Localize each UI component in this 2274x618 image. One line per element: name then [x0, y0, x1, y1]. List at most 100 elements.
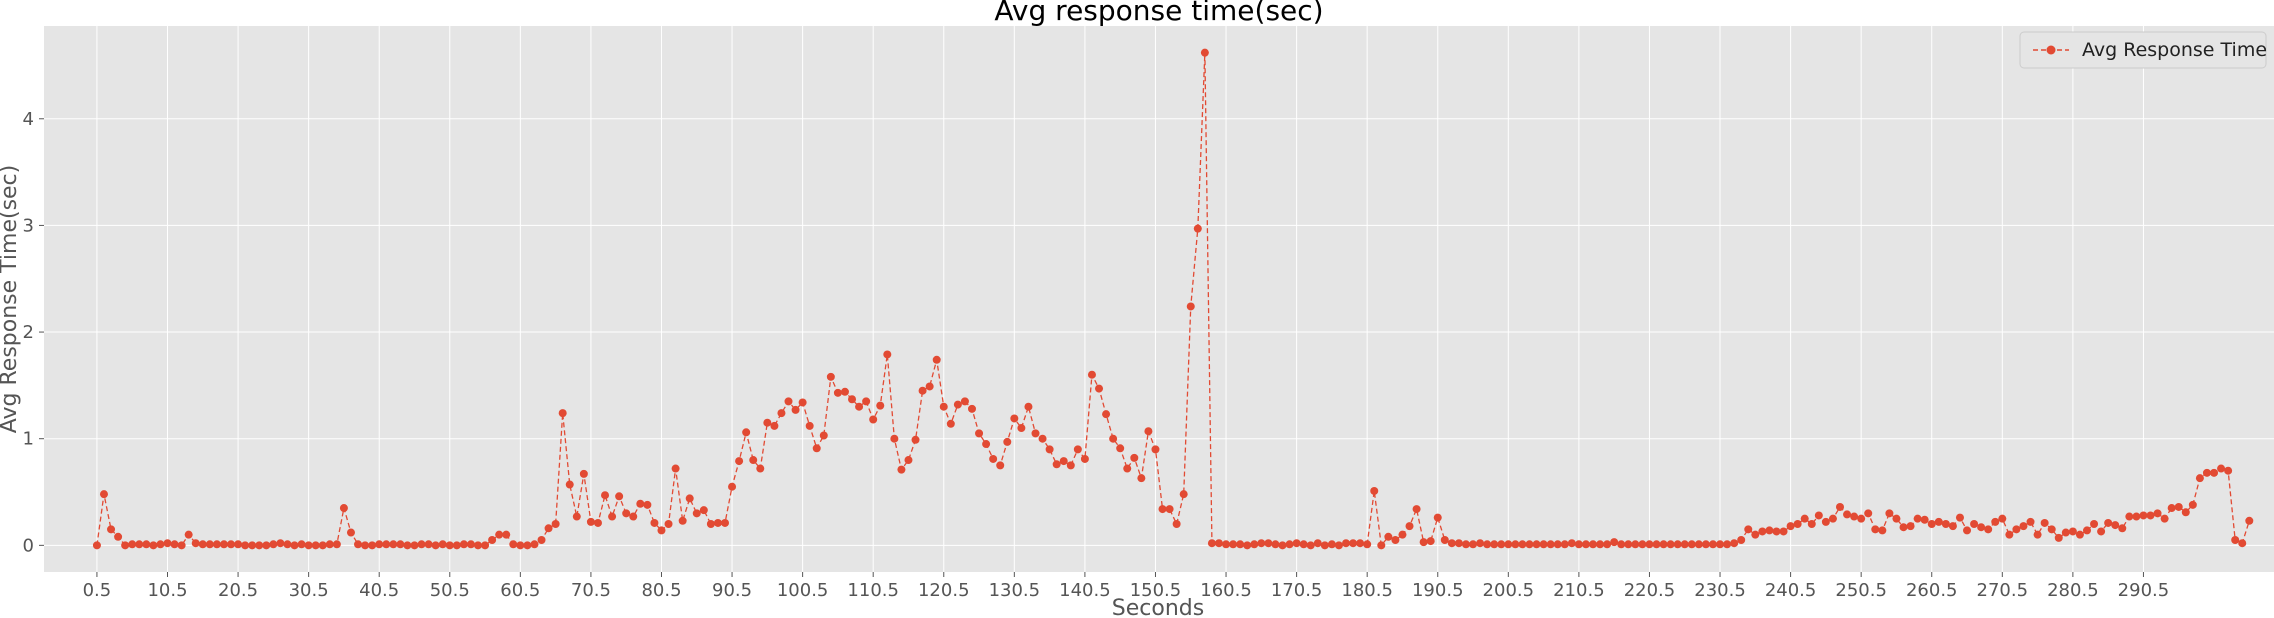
data-point [1222, 540, 1231, 549]
x-axis: 0.5 10.5 20.5 30.5 40.5 50.5 60.5 70.5 80.5 90.5 1… [83, 572, 2169, 601]
data-point [1024, 402, 1033, 411]
data-point [1236, 540, 1245, 549]
data-point [459, 540, 468, 549]
data-point [1370, 486, 1379, 495]
y-axis: 0 1 2 3 4 [23, 109, 44, 556]
x-tick-label: 130.5 [989, 580, 1041, 601]
data-point [1694, 540, 1703, 549]
data-point [1511, 540, 1520, 549]
data-point [1363, 540, 1372, 549]
data-point [1948, 522, 1957, 531]
data-point [1885, 509, 1894, 518]
data-point [1405, 522, 1414, 531]
data-point [1123, 464, 1132, 473]
y-tick-label: 1 [23, 429, 34, 450]
data-point [2160, 514, 2169, 523]
data-point [1581, 540, 1590, 549]
data-point [1603, 540, 1612, 549]
series-group [92, 48, 2254, 550]
data-point [1426, 537, 1435, 546]
data-point [1461, 540, 1470, 549]
data-point [2012, 525, 2021, 534]
data-point [1102, 410, 1111, 419]
data-point [1504, 540, 1513, 549]
data-point [826, 372, 835, 381]
data-point [735, 457, 744, 466]
data-point [325, 540, 334, 549]
chart-title: Avg response time(sec) [994, 0, 1323, 27]
data-point [2167, 504, 2176, 513]
data-point [1589, 540, 1597, 549]
data-point [375, 540, 384, 549]
data-point [269, 540, 278, 549]
data-point [262, 541, 271, 550]
data-point [311, 541, 320, 550]
data-point [572, 512, 581, 521]
data-point [2224, 466, 2233, 475]
data-point [1525, 540, 1534, 549]
data-point [692, 509, 701, 518]
data-point [1278, 541, 1287, 550]
data-point [855, 402, 864, 411]
data-point [579, 469, 588, 478]
data-point [2061, 528, 2070, 537]
data-point [2188, 500, 2197, 509]
data-point [1934, 517, 1943, 526]
data-point [1017, 424, 1026, 433]
data-point [1970, 520, 1979, 529]
data-point [1631, 540, 1640, 549]
data-point [862, 397, 871, 406]
data-point [219, 540, 228, 549]
data-point [1031, 429, 1040, 438]
data-point [438, 540, 447, 549]
x-tick-label: 140.5 [1059, 580, 1111, 601]
x-tick-label: 40.5 [359, 580, 399, 601]
data-point [2210, 468, 2219, 477]
data-point [1857, 514, 1866, 523]
data-point [883, 350, 892, 359]
data-point [925, 382, 934, 391]
data-point [410, 541, 419, 550]
data-point [749, 456, 758, 465]
data-point [1250, 540, 1259, 549]
data-point [1617, 540, 1626, 549]
data-point [2153, 509, 2162, 518]
x-tick-label: 250.5 [1835, 580, 1887, 601]
data-point [1567, 539, 1576, 548]
data-point [643, 500, 652, 509]
data-point [241, 541, 250, 550]
data-point [890, 434, 899, 443]
data-point [1730, 539, 1739, 548]
data-point [1680, 540, 1689, 549]
data-point [601, 491, 610, 500]
x-tick-label: 100.5 [777, 580, 829, 601]
data-point [1984, 525, 1993, 534]
data-point [2181, 508, 2190, 517]
data-point [2047, 525, 2056, 534]
data-point [586, 517, 595, 526]
data-point [205, 540, 214, 549]
data-point [149, 541, 158, 550]
data-point [1779, 527, 1788, 536]
data-point [1539, 540, 1548, 549]
data-point [939, 402, 948, 411]
data-point [304, 541, 313, 550]
data-point [1927, 520, 1936, 529]
data-point [1151, 445, 1160, 454]
data-point [177, 541, 186, 550]
data-point [2040, 518, 2049, 527]
legend-label: Avg Response Time [2082, 39, 2267, 61]
data-point [1765, 526, 1774, 535]
data-point [537, 536, 546, 545]
x-tick-label: 120.5 [918, 580, 970, 601]
data-point [1772, 527, 1781, 536]
data-point [135, 540, 144, 549]
data-point [1610, 538, 1619, 547]
data-point [1737, 536, 1746, 545]
data-point [1144, 427, 1153, 436]
data-point [622, 509, 631, 518]
data-point [255, 541, 264, 550]
data-point [481, 541, 490, 550]
x-tick-label: 280.5 [2047, 580, 2099, 601]
data-point [1793, 520, 1802, 529]
